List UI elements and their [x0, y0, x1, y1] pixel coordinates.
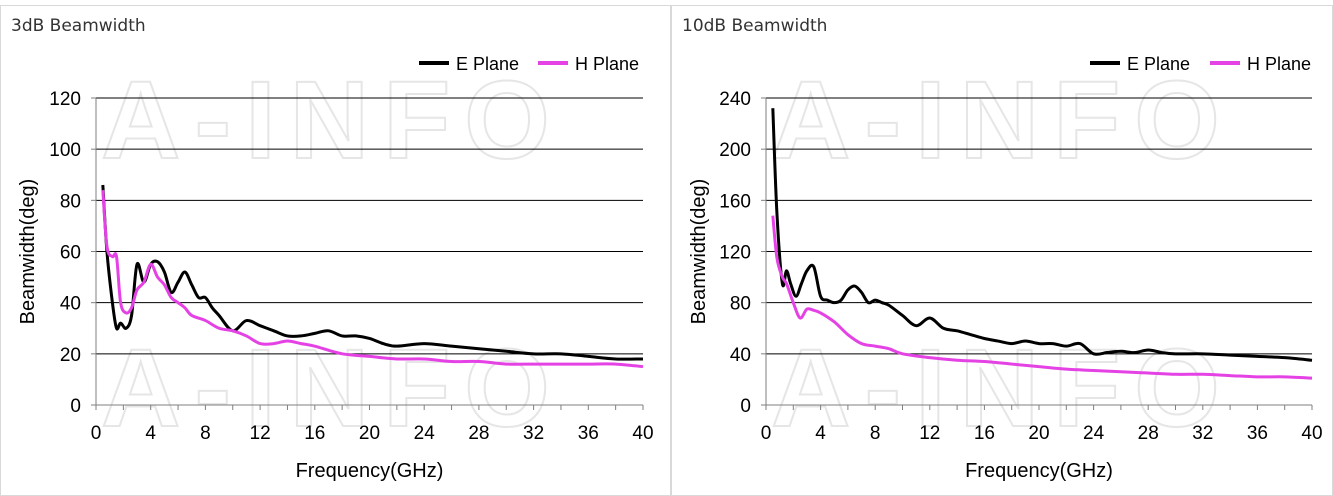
x-tick-label: 12: [919, 423, 940, 444]
x-tick-label: 20: [359, 423, 380, 444]
y-tick-label: 120: [49, 89, 81, 110]
watermark-text: A-INFO: [771, 59, 1234, 182]
y-tick-label: 40: [60, 294, 81, 315]
legend-label: H Plane: [1247, 54, 1311, 74]
y-tick-label: 60: [60, 243, 81, 264]
chart-panel-10db: 10dB Beamwidth A-INFO A-INFO 0 40 80 120 160 20…: [671, 5, 1333, 496]
x-tick-label: 36: [578, 423, 599, 444]
chart-title: 10dB Beamwidth: [682, 16, 828, 36]
y-tick-label: 40: [730, 345, 751, 366]
chart-title: 3dB Beamwidth: [11, 16, 146, 36]
y-tick-label: 80: [730, 294, 751, 315]
y-tick-label: 80: [60, 191, 81, 212]
series-line-h-plane: [101, 189, 644, 369]
y-tick-label: 20: [60, 345, 81, 366]
chart-panel-3db: 3dB Beamwidth A-INFO A-INFO 0 20 40 60 80 100 12…: [0, 5, 671, 496]
series-line-h-plane: [771, 215, 1313, 380]
x-tick-label: 4: [145, 423, 156, 444]
y-axis-label: Beamwidth(deg): [688, 179, 710, 325]
x-tick-label: 12: [250, 423, 271, 444]
series-line-e-plane: [101, 184, 644, 361]
x-tick-label: 32: [1192, 423, 1213, 444]
y-tick-label: 0: [740, 396, 751, 417]
y-tick-label: 120: [719, 243, 751, 264]
x-tick-label: 24: [414, 423, 436, 444]
series-line-e-plane: [771, 108, 1313, 362]
y-tick-label: 240: [719, 89, 751, 110]
legend-label: E Plane: [1127, 54, 1190, 74]
y-tick-label: 200: [719, 140, 751, 161]
y-tick-label: 160: [719, 191, 751, 212]
x-axis-label: Frequency(GHz): [296, 460, 444, 482]
legend-label: H Plane: [575, 54, 639, 74]
legend-label: E Plane: [456, 54, 519, 74]
x-tick-label: 16: [304, 423, 325, 444]
x-tick-label: 8: [200, 423, 211, 444]
x-tick-label: 28: [468, 423, 489, 444]
x-axis-label: Frequency(GHz): [965, 460, 1113, 482]
x-tick-label: 0: [761, 423, 772, 444]
y-tick-label: 0: [70, 396, 81, 417]
y-axis-label: Beamwidth(deg): [17, 179, 39, 325]
x-tick-label: 40: [632, 423, 653, 444]
watermark-text: A-INFO: [771, 327, 1234, 450]
x-tick-label: 8: [870, 423, 881, 444]
x-tick-label: 0: [91, 423, 102, 444]
watermark-text: A-INFO: [101, 327, 564, 450]
x-tick-label: 24: [1083, 423, 1105, 444]
x-tick-label: 4: [815, 423, 826, 444]
x-tick-label: 28: [1138, 423, 1159, 444]
x-tick-label: 16: [974, 423, 995, 444]
x-tick-label: 32: [523, 423, 544, 444]
x-tick-label: 20: [1028, 423, 1049, 444]
x-tick-label: 40: [1301, 423, 1322, 444]
x-tick-label: 36: [1247, 423, 1268, 444]
watermark-text: A-INFO: [101, 59, 564, 182]
y-tick-label: 100: [49, 140, 81, 161]
